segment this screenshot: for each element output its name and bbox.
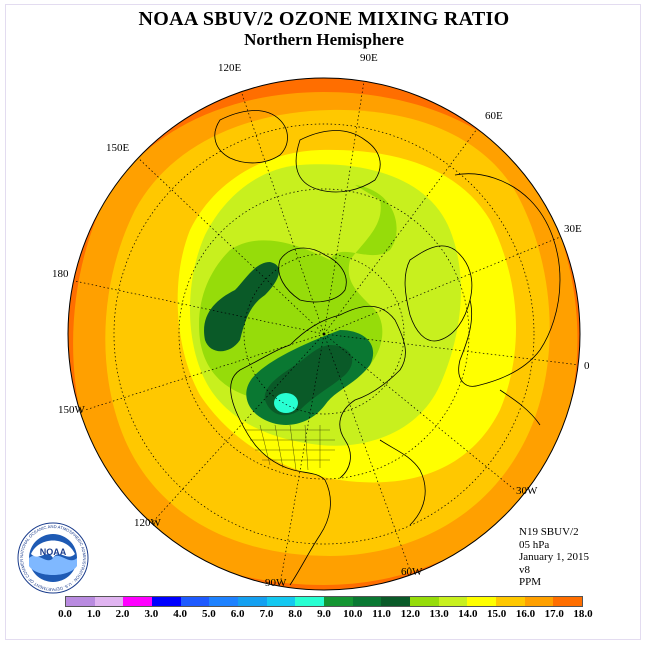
figure-frame — [5, 4, 641, 640]
colorbar-segment — [438, 597, 468, 606]
colorbar-segment — [66, 597, 95, 606]
colorbar-segment — [123, 597, 153, 606]
colorbar-tick-label: 5.0 — [202, 608, 216, 620]
info-date: January 1, 2015 — [519, 551, 589, 564]
colorbar-segment — [352, 597, 382, 606]
map-title: NOAA SBUV/2 OZONE MIXING RATIO — [138, 8, 510, 30]
lon-label-120e: 120E — [218, 62, 242, 74]
band-7-8 — [274, 393, 298, 413]
colorbar-tick-label: 6.0 — [230, 608, 245, 620]
info-units: PPM — [519, 576, 542, 589]
lon-label-60w: 60W — [401, 566, 423, 578]
colorbar-segment — [324, 597, 353, 606]
colorbar-tick-label: 2.0 — [115, 608, 130, 620]
lon-label-150w: 150W — [58, 404, 85, 416]
lon-label-90e: 90E — [360, 52, 378, 64]
colorbar-tick-label: 4.0 — [173, 608, 187, 620]
info-block: N19 SBUV/2 05 hPa January 1, 2015 v8 PPM — [519, 526, 589, 589]
colorbar-tick-label: 10.0 — [343, 608, 363, 620]
colorbar-segment — [295, 597, 325, 606]
lon-label-120w: 120W — [134, 517, 161, 529]
colorbar-tick-label: 17.0 — [544, 608, 564, 620]
colorbar-segment — [209, 597, 239, 606]
colorbar-segment — [524, 597, 554, 606]
map-boundary — [67, 77, 581, 591]
lon-label-30w: 30W — [516, 485, 538, 497]
colorbar-segment — [553, 597, 583, 606]
us-grid — [245, 424, 335, 471]
info-pressure: 05 hPa — [519, 538, 550, 551]
colorbar-segment — [94, 597, 124, 606]
colorbar-tick-label: 18.0 — [573, 608, 593, 620]
lon-label-90w: 90W — [265, 577, 287, 589]
lon-label-30e: 30E — [564, 223, 582, 235]
colorbar-segment — [381, 597, 411, 606]
lon-label-180: 180 — [52, 268, 69, 280]
lon-label-60e: 60E — [485, 110, 503, 122]
info-satellite: N19 SBUV/2 — [519, 526, 579, 538]
colorbar-segment — [467, 597, 497, 606]
colorbar-tick-label: 12.0 — [400, 608, 420, 620]
colorbar — [65, 596, 583, 607]
noaa-logo: NATIONAL OCEANIC AND ATMOSPHERIC ADMINIS… — [17, 522, 89, 594]
colorbar-tick-label: 7.0 — [259, 608, 274, 620]
colorbar-tick-label: 11.0 — [372, 608, 391, 620]
colorbar-tick-label: 9.0 — [317, 608, 331, 620]
logo-text: NOAA — [40, 547, 67, 557]
coastlines — [214, 110, 561, 586]
colorbar-tick-label: 16.0 — [515, 608, 536, 620]
colorbar-tick-label: 0.0 — [58, 608, 72, 620]
colorbar-segment — [496, 597, 525, 606]
colorbar-tick-label: 1.0 — [86, 608, 101, 620]
colorbar-segment — [180, 597, 210, 606]
band-9-10 — [204, 262, 280, 352]
colorbar-segment — [410, 597, 439, 606]
colorbar-tick-label: 8.0 — [288, 608, 303, 620]
colorbar-tick-label: 14.0 — [458, 608, 478, 620]
lon-label-150e: 150E — [106, 142, 130, 154]
colorbar-segment — [266, 597, 296, 606]
colorbar-segment — [238, 597, 267, 606]
colorbar-tick-label: 3.0 — [144, 608, 159, 620]
lon-label-0: 0 — [584, 360, 590, 372]
colorbar-tick-label: 15.0 — [487, 608, 507, 620]
info-version: v8 — [519, 563, 530, 576]
map-subtitle: Northern Hemisphere — [244, 30, 404, 49]
colorbar-tick-label: 13.0 — [429, 608, 449, 620]
ozone-field — [68, 78, 580, 590]
colorbar-segment — [152, 597, 181, 606]
